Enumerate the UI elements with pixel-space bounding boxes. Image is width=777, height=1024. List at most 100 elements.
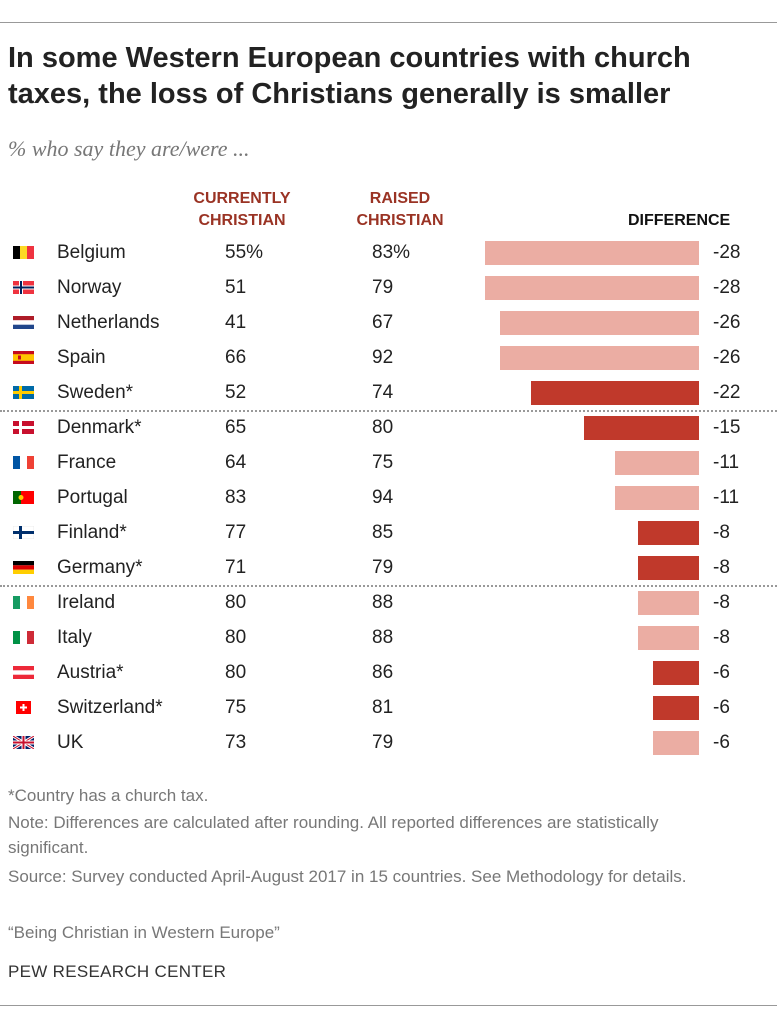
- difference-bar: [637, 591, 699, 615]
- raised-christian-value: 92: [372, 347, 394, 368]
- difference-bar: [500, 311, 699, 335]
- raised-christian-value: 80: [372, 417, 394, 438]
- flag-be-icon: [13, 246, 34, 259]
- difference-bar: [584, 416, 699, 440]
- raised-christian-value: 86: [372, 662, 394, 683]
- country-label: UK: [57, 732, 84, 753]
- difference-label: -6: [713, 662, 730, 683]
- difference-label: -6: [713, 697, 730, 718]
- country-label: Belgium: [57, 242, 126, 263]
- header-currently-christian: CURRENTLY CHRISTIAN: [193, 190, 291, 229]
- flag-ch-icon: [16, 701, 31, 714]
- source: Source: Survey conducted April-August 20…: [8, 867, 687, 886]
- country-label: Spain: [57, 347, 106, 368]
- difference-bar: [614, 451, 699, 475]
- difference-bar: [637, 626, 699, 650]
- difference-label: -8: [713, 557, 730, 578]
- difference-bar: [653, 696, 699, 720]
- country-label: Norway: [57, 277, 122, 298]
- header-difference: DIFFERENCE: [628, 212, 731, 229]
- flag-de-icon: [13, 561, 34, 574]
- flag-no-icon: [13, 281, 34, 294]
- flag-pt-icon: [13, 491, 34, 504]
- difference-bar: [614, 486, 699, 510]
- raised-christian-value: 85: [372, 522, 394, 543]
- currently-christian-value: 80: [225, 627, 247, 648]
- bottom-rule: [0, 1005, 777, 1006]
- currently-christian-value: 41: [225, 312, 247, 333]
- flag-ie-icon: [13, 596, 34, 609]
- raised-christian-value: 88: [372, 627, 394, 648]
- flag-dk-icon: [13, 421, 34, 434]
- country-label: Switzerland*: [57, 697, 163, 718]
- difference-label: -8: [713, 522, 730, 543]
- country-label: Germany*: [57, 557, 143, 578]
- currently-christian-value: 73: [225, 732, 247, 753]
- country-label: France: [57, 452, 117, 473]
- currently-christian-value: 66: [225, 347, 247, 368]
- currently-christian-value: 71: [225, 557, 247, 578]
- flag-es-icon: [13, 351, 34, 364]
- difference-bar: [500, 346, 699, 370]
- raised-christian-value: 74: [372, 382, 394, 403]
- difference-label: -22: [713, 382, 741, 403]
- raised-christian-value: 81: [372, 697, 394, 718]
- difference-label: -26: [713, 347, 741, 368]
- difference-bar: [653, 731, 699, 755]
- difference-bar: [485, 276, 699, 300]
- currently-christian-value: 51: [225, 277, 247, 298]
- country-label: Austria*: [57, 662, 124, 683]
- flag-at-icon: [13, 666, 34, 679]
- note: Note: Differences are calculated after r…: [8, 813, 659, 857]
- flag-it-icon: [13, 631, 34, 644]
- difference-label: -8: [713, 627, 730, 648]
- difference-label: -15: [713, 417, 741, 438]
- difference-label: -26: [713, 312, 741, 333]
- currently-christian-value: 55%: [225, 242, 264, 263]
- church-tax-note: *Country has a church tax.: [8, 786, 209, 805]
- raised-christian-value: 79: [372, 732, 394, 753]
- raised-christian-value: 83%: [372, 242, 411, 263]
- flag-nl-icon: [13, 316, 34, 329]
- currently-christian-value: 64: [225, 452, 247, 473]
- top-rule: [0, 22, 777, 23]
- difference-bar: [637, 556, 699, 580]
- difference-bar: [530, 381, 699, 405]
- flag-fr-icon: [13, 456, 34, 469]
- currently-christian-value: 80: [225, 592, 247, 613]
- country-label: Italy: [57, 627, 92, 648]
- group-divider: [0, 585, 777, 587]
- difference-label: -28: [713, 242, 741, 263]
- difference-label: -28: [713, 277, 741, 298]
- country-label: Portugal: [57, 487, 128, 508]
- country-label: Denmark*: [57, 417, 142, 438]
- raised-christian-value: 88: [372, 592, 394, 613]
- difference-label: -11: [713, 487, 740, 508]
- raised-christian-value: 94: [372, 487, 394, 508]
- flag-uk-icon: [13, 736, 34, 749]
- group-divider: [0, 410, 777, 412]
- country-label: Sweden*: [57, 382, 134, 403]
- difference-bar: [485, 241, 699, 265]
- currently-christian-value: 65: [225, 417, 247, 438]
- brand: PEW RESEARCH CENTER: [8, 962, 227, 981]
- country-label: Netherlands: [57, 312, 160, 333]
- difference-label: -6: [713, 732, 730, 753]
- raised-christian-value: 79: [372, 277, 394, 298]
- country-label: Finland*: [57, 522, 127, 543]
- raised-christian-value: 75: [372, 452, 394, 473]
- chart-title: In some Western European countries with …: [8, 42, 691, 110]
- chart-subtitle: % who say they are/were ...: [8, 136, 250, 161]
- difference-label: -8: [713, 592, 730, 613]
- currently-christian-value: 75: [225, 697, 247, 718]
- raised-christian-value: 67: [372, 312, 394, 333]
- flag-fi-icon: [13, 526, 34, 539]
- currently-christian-value: 52: [225, 382, 247, 403]
- difference-bar: [637, 521, 699, 545]
- currently-christian-value: 80: [225, 662, 247, 683]
- country-label: Ireland: [57, 592, 116, 613]
- currently-christian-value: 77: [225, 522, 247, 543]
- flag-se-icon: [13, 386, 34, 399]
- difference-bar: [653, 661, 699, 685]
